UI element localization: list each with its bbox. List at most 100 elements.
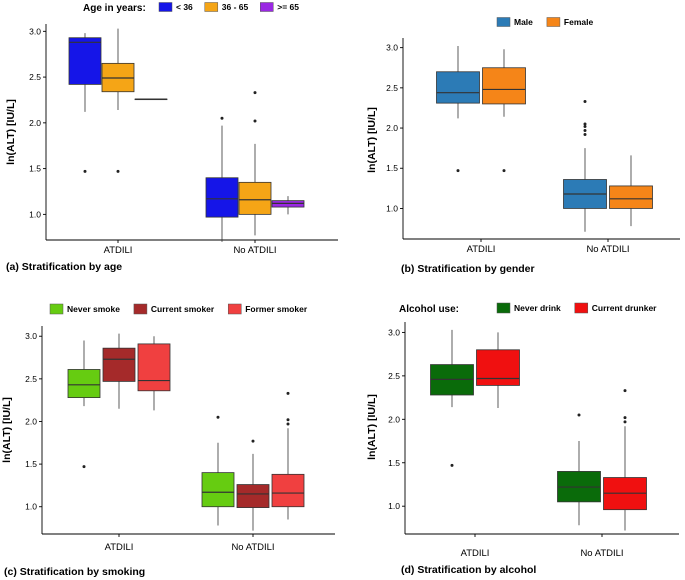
y-tick-label: 3.0: [386, 43, 398, 53]
legend-label: Never smoke: [67, 304, 120, 314]
legend-swatch: [49, 303, 64, 315]
outlier-point: [583, 132, 587, 136]
iqr-box: [102, 347, 136, 382]
box--65-atdili: [134, 98, 168, 101]
box-never-smoke-no-atdili: [201, 415, 235, 526]
outlier-point: [220, 116, 224, 120]
box-female-no-atdili: [609, 155, 653, 227]
legend-label: Current drunker: [592, 303, 657, 313]
outlier-point: [623, 389, 627, 393]
y-tick-label: 2.0: [388, 414, 400, 424]
y-tick-label: 1.5: [25, 459, 37, 469]
box-male-no-atdili: [563, 100, 607, 232]
y-tick-label: 2.5: [29, 72, 41, 82]
outlier-point: [286, 391, 290, 395]
y-tick-label: 1.5: [29, 164, 41, 174]
outlier-point: [623, 416, 627, 420]
iqr-box: [482, 67, 526, 105]
panel-caption: (b) Stratification by gender: [401, 263, 535, 275]
legend-label: < 36: [176, 2, 193, 12]
legend-swatch: [133, 303, 148, 315]
box-never-drink-atdili: [430, 329, 474, 467]
box-current-drunker-no-atdili: [603, 389, 647, 531]
iqr-box: [476, 349, 520, 386]
iqr-box: [436, 71, 480, 104]
iqr-box: [609, 185, 653, 209]
panel-c: 1.0 1.5 2.0 2.5 3.0 ATDILI No ATDILI ln(ALT) [I…: [1, 303, 335, 578]
legend-label: Female: [564, 17, 594, 27]
outlier-point: [502, 169, 506, 173]
outlier-point: [251, 439, 255, 443]
outlier-point: [577, 413, 581, 417]
box-current-drunker-atdili: [476, 332, 520, 409]
legend-swatch: [260, 2, 274, 12]
panel-caption: (a) Stratification by age: [6, 261, 122, 273]
outlier-point: [456, 169, 460, 173]
x-tick-label: ATDILI: [467, 244, 496, 255]
legend: Age in years: < 36 36 - 65 >= 65: [83, 2, 299, 14]
iqr-box: [236, 484, 270, 508]
box--36-atdili: [68, 33, 102, 173]
outlier-point: [82, 465, 86, 469]
box-never-drink-no-atdili: [557, 413, 601, 526]
legend-title: Alcohol use:: [399, 304, 459, 315]
iqr-box: [205, 177, 239, 218]
legend-swatch: [204, 2, 219, 12]
panel-a: 1.0 1.5 2.0 2.5 3.0 ATDILI No ATDILI ln(ALT) [I…: [5, 2, 338, 273]
legend-label: Never drink: [514, 303, 561, 313]
outlier-point: [583, 100, 587, 104]
x-tick-label: No ATDILI: [586, 244, 629, 255]
legend-swatch: [546, 17, 561, 27]
panel-d: 1.0 1.5 2.0 2.5 3.0 ATDILI No ATDILI ln(ALT) [I…: [366, 302, 679, 576]
legend-swatch: [496, 302, 511, 314]
y-axis-title: ln(ALT) [IU/L]: [1, 397, 13, 463]
y-tick-label: 2.0: [386, 123, 398, 133]
legend: Male Female: [496, 17, 594, 27]
x-tick-label: ATDILI: [461, 548, 490, 559]
y-tick-label: 1.0: [25, 502, 37, 512]
box-never-smoke-atdili: [67, 340, 101, 469]
outlier-point: [583, 128, 587, 132]
x-tick-label: ATDILI: [104, 245, 133, 256]
y-tick-label: 2.5: [386, 83, 398, 93]
x-tick-label: No ATDILI: [233, 245, 276, 256]
outlier-point: [286, 418, 290, 422]
box-former-smoker-no-atdili: [271, 391, 305, 520]
y-tick-label: 2.5: [25, 374, 37, 384]
x-tick-label: ATDILI: [105, 542, 134, 553]
y-tick-label: 1.5: [386, 163, 398, 173]
iqr-box: [238, 181, 272, 215]
iqr-box: [137, 343, 171, 392]
legend-label: 36 - 65: [222, 2, 249, 12]
legend-swatch: [496, 17, 511, 27]
y-tick-label: 1.0: [386, 203, 398, 213]
outlier-point: [623, 420, 627, 424]
box-female-atdili: [482, 49, 526, 173]
outlier-point: [450, 463, 454, 467]
legend-title: Age in years:: [83, 3, 146, 14]
legend-swatch: [574, 302, 589, 314]
outlier-point: [216, 415, 220, 419]
y-tick-label: 3.0: [25, 331, 37, 341]
box-36-65-atdili: [101, 28, 135, 173]
y-axis-title: ln(ALT) [IU/L]: [366, 394, 378, 460]
box-current-smoker-atdili: [102, 333, 136, 409]
panel-caption: (c) Stratification by smoking: [4, 566, 145, 578]
y-tick-label: 2.5: [388, 371, 400, 381]
y-tick-label: 3.0: [29, 26, 41, 36]
outlier-point: [253, 91, 257, 95]
legend: Alcohol use: Never drink Current drunker: [399, 302, 657, 315]
x-tick-label: No ATDILI: [580, 548, 623, 559]
y-tick-label: 2.0: [29, 118, 41, 128]
legend-label: Former smoker: [245, 304, 308, 314]
iqr-box: [201, 472, 235, 508]
outlier-point: [253, 119, 257, 123]
box-former-smoker-atdili: [137, 336, 171, 411]
box-male-atdili: [436, 46, 480, 173]
panel-caption: (d) Stratification by alcohol: [401, 564, 536, 576]
legend-label: Male: [514, 17, 533, 27]
box--65-no-atdili: [271, 196, 305, 215]
legend-swatch: [227, 303, 242, 315]
box--36-no-atdili: [205, 116, 239, 242]
outlier-point: [116, 169, 120, 173]
